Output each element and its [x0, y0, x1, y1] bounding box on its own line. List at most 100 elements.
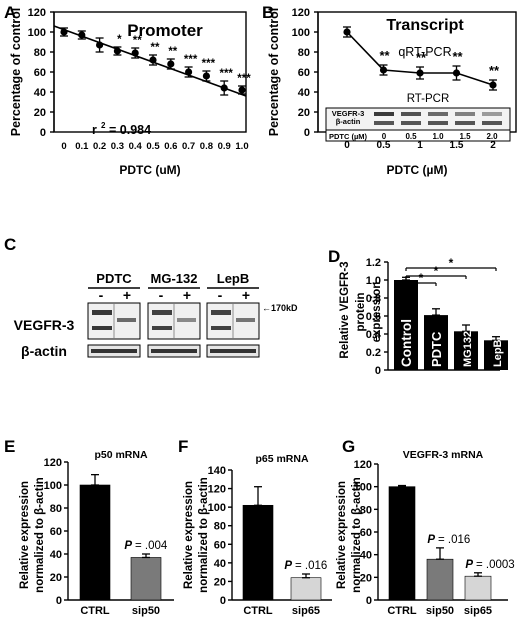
- panel-d-significance: *: [434, 264, 439, 278]
- panel-e-y-tick-label: 100: [44, 480, 62, 492]
- panel-f-y-tick-label: 60: [214, 539, 226, 551]
- panel-b-inset-band: [482, 121, 502, 125]
- panel-f-bar: [242, 504, 274, 601]
- panel-a-x-tick-label: 1.0: [235, 141, 248, 152]
- panel-e-bar: [130, 557, 162, 601]
- panel-g-bar: [464, 575, 492, 601]
- panel-a-point: [78, 31, 86, 39]
- panel-a-significance: **: [133, 35, 142, 47]
- panel-b-point: [416, 69, 424, 77]
- panel-c-group-label: LepB: [217, 271, 250, 286]
- panel-c-actin-band: [151, 349, 197, 353]
- panel-b-x-tick-label: 1: [417, 140, 423, 151]
- panel-a-y-tick-label: 80: [34, 47, 46, 59]
- panel-b-point: [489, 81, 497, 89]
- panel-f-x-tick-label: CTRL: [243, 605, 273, 617]
- panel-a-point: [167, 60, 175, 68]
- panel-b-inset-row-label: β-actin: [336, 117, 361, 126]
- panel-a-r2-value: = 0.984: [109, 123, 151, 137]
- panel-e-x-tick-label: CTRL: [80, 605, 110, 617]
- panel-d-y-label-2: protein: [355, 293, 367, 332]
- panel-b-inset-band: [455, 121, 475, 125]
- panel-e-p-prefix: P: [124, 540, 132, 552]
- panel-b-x-tick-label: 0.5: [377, 140, 391, 151]
- panel-g-y-label-2: normalized to β-actin: [351, 477, 363, 593]
- panel-b-inset-dose: 1.0: [432, 132, 444, 141]
- panel-a-x-tick-label: 0.6: [164, 141, 177, 152]
- panel-g-y-tick-label: 0: [366, 595, 372, 607]
- panel-f-y-tick-label: 40: [214, 558, 226, 570]
- panel-c-actin-band: [91, 349, 137, 353]
- panel-d-significance: *: [449, 256, 454, 270]
- panel-a-point: [96, 41, 104, 49]
- panel-a-point: [220, 84, 228, 92]
- panel-d-y-label: Relative VEGFR-3: [339, 261, 351, 358]
- panel-letter: G: [342, 437, 355, 456]
- panel-a-x-tick-label: 0.1: [75, 141, 89, 152]
- panel-b-inset-band: [428, 121, 448, 125]
- panel-letter: C: [4, 235, 16, 254]
- panel-d-bar-label: LepB: [492, 339, 504, 367]
- panel-a-point: [202, 72, 210, 80]
- panel-a-x-tick-label: 0.9: [218, 141, 231, 152]
- panel-a-point: [149, 56, 157, 64]
- panel-f-y-label-2: normalized to β-actin: [198, 477, 210, 593]
- panel-b-y-tick-label: 0: [304, 127, 310, 139]
- panel-a-r2-superscript: 2: [101, 121, 106, 130]
- panel-b-y-tick-label: 60: [298, 67, 310, 79]
- panel-b-y-tick-label: 40: [298, 87, 310, 99]
- panel-g-y-tick-label: 40: [360, 550, 372, 562]
- panel-a-r2-label: r: [92, 123, 97, 137]
- panel-a-point: [113, 47, 121, 55]
- panel-e-y-label: Relative expression: [19, 481, 31, 589]
- panel-g-y-tick-label: 60: [360, 527, 372, 539]
- panel-b-subtitle: qRT-PCR: [398, 45, 451, 59]
- panel-a-y-tick-label: 100: [28, 27, 46, 39]
- panel-g-y-tick-label: 20: [360, 572, 372, 584]
- panel-a-y-label: Percentage of control: [9, 8, 23, 137]
- panel-c-lane-label: +: [183, 287, 191, 303]
- panel-c-group-label: PDTC: [96, 271, 132, 286]
- panel-a-x-tick-label: 0.4: [129, 141, 143, 152]
- panel-a-point: [238, 86, 246, 94]
- panel-b-x-tick-label: 2: [490, 140, 496, 151]
- panel-f-y-tick-label: 20: [214, 576, 226, 588]
- panel-b-point: [379, 66, 388, 74]
- panel-d-bar: [394, 280, 418, 370]
- panel-d-y-tick-label: 1.0: [366, 275, 381, 287]
- panel-f-y-tick-label: 140: [208, 465, 226, 477]
- panel-a-significance: **: [151, 42, 160, 54]
- panel-d-y-tick-label: 0.8: [366, 293, 381, 305]
- panel-letter: E: [4, 437, 15, 456]
- panel-a-significance: ***: [237, 73, 251, 85]
- panel-b-significance: **: [416, 50, 427, 65]
- panel-e-y-tick-label: 40: [50, 549, 62, 561]
- panel-e-bar: [79, 484, 111, 601]
- panel-c-band: [152, 310, 172, 315]
- panel-g-x-tick-label: CTRL: [387, 605, 417, 617]
- panel-e-y-tick-label: 0: [56, 595, 62, 607]
- panel-c-band: [211, 326, 231, 330]
- panel-a-x-label: PDTC (uM): [119, 163, 180, 177]
- panel-b-title: Transcript: [386, 17, 464, 34]
- panel-d-y-tick-label: 0.6: [366, 311, 381, 323]
- panel-g-y-tick-label: 80: [360, 504, 372, 516]
- panel-b-inset-band: [455, 112, 475, 116]
- panel-a-y-tick-label: 120: [28, 7, 46, 19]
- panel-g-title: VEGFR-3 mRNA: [403, 449, 484, 461]
- panel-c-band: [236, 318, 255, 322]
- panel-b-inset-dose: 1.5: [459, 132, 471, 141]
- panel-letter: F: [178, 437, 188, 456]
- panel-e-y-tick-label: 20: [50, 572, 62, 584]
- panel-d-y-tick-label: 1.2: [366, 257, 381, 269]
- panel-f-bar: [290, 577, 322, 601]
- panel-d-bar-label: PDTC: [429, 331, 444, 367]
- panel-e-y-tick-label: 60: [50, 526, 62, 538]
- panel-a-x-tick-label: 0.5: [146, 141, 160, 152]
- panel-b-inset-dose-label: PDTC (µM): [329, 132, 368, 141]
- panel-d-y-tick-label: 0.4: [366, 329, 382, 341]
- panel-b-y-label: Percentage of control: [267, 8, 281, 137]
- panel-g-p-value: = .0003: [476, 559, 515, 571]
- panel-d-bar-label: Control: [399, 319, 414, 367]
